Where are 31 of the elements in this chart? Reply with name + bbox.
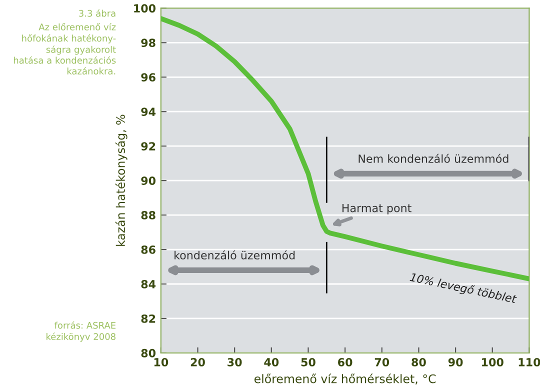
text: Az előremenő víz hőfokának hatékony- ságra gyakorolt hatása a kondenzációs kazánokra. [14, 23, 116, 75]
x-tick-label: 40 [264, 358, 279, 366]
chart-title: 3.3 ábra [79, 9, 116, 17]
x-tick-label: 90 [448, 358, 463, 366]
x-tick-label: 80 [412, 358, 426, 366]
x-tick-label: 50 [301, 358, 316, 366]
y-tick-label: 88 [141, 211, 156, 220]
x-tick-label: 60 [338, 358, 352, 366]
x-tick-label: 30 [228, 358, 242, 366]
y-tick-label: 80 [141, 348, 156, 358]
y-tick-label: 84 [141, 280, 156, 288]
text: forrás: ASRAE kézikönyv 2008 [46, 321, 116, 342]
y-tick-label: 90 [141, 176, 156, 185]
x-tick-label: 70 [374, 358, 390, 366]
y-tick-label: 92 [141, 142, 156, 150]
text: 10% levegő többlet [409, 272, 518, 306]
annotation: kondenzáló üzemmód [174, 250, 295, 260]
x-tick-label: 20 [190, 358, 205, 366]
annotation: Harmat pont [342, 204, 412, 214]
x-tick-label: 110 [518, 358, 540, 366]
y-tick-label: 98 [141, 38, 156, 48]
x-axis-title: előremenő víz hőmérséklet, °C [254, 374, 436, 384]
annotation: Nem kondenzáló üzemmód [358, 154, 508, 163]
x-tick-label: 10 [154, 358, 168, 366]
y-axis-title: kazán hatékonyság, % [115, 114, 128, 246]
x-tick-label: 100 [482, 358, 504, 366]
y-tick-label: 94 [141, 108, 156, 116]
y-tick-label: 96 [141, 73, 156, 82]
y-tick-label: 100 [134, 4, 156, 13]
y-tick-label: 86 [141, 245, 156, 254]
y-tick-label: 82 [141, 314, 156, 323]
